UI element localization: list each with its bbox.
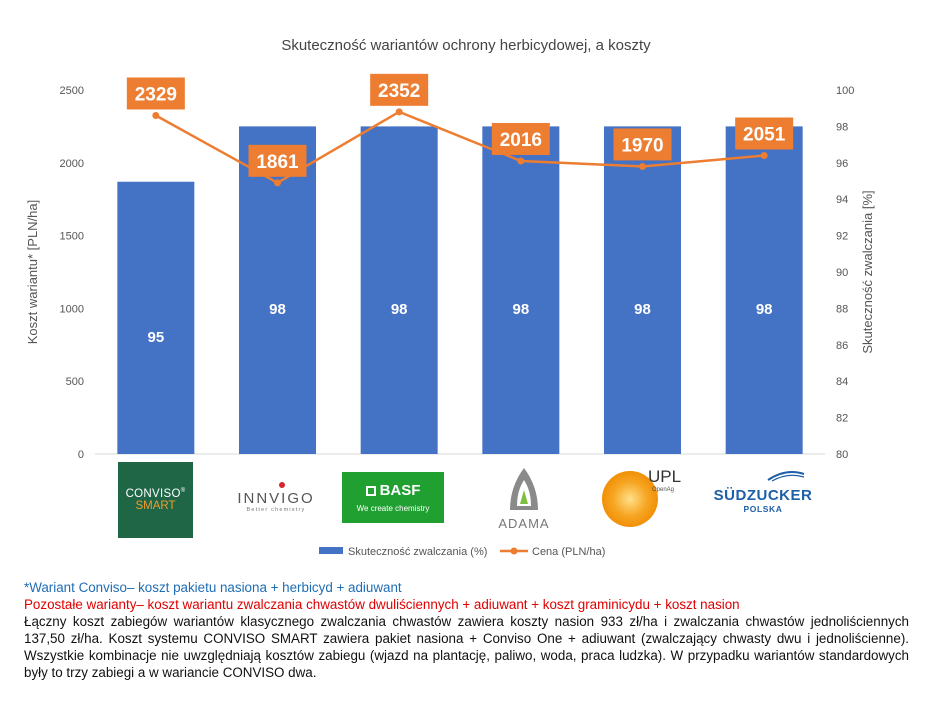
bar xyxy=(117,181,195,454)
y2-tick-label: 90 xyxy=(836,267,848,279)
basf-logo-sub: We create chemistry xyxy=(356,504,430,513)
y2-tick-label: 94 xyxy=(836,194,848,206)
price-label-box xyxy=(613,128,672,161)
note-other-variants: Pozostałe warianty– koszt wariantu zwalc… xyxy=(24,597,740,612)
bar-data-label: 98 xyxy=(634,301,651,318)
innvigo-logo-sub: Better chemistry xyxy=(246,506,306,513)
price-data-label: 2352 xyxy=(378,81,420,102)
y2-tick-label: 86 xyxy=(836,340,848,352)
adama-leaf-icon xyxy=(510,467,538,510)
bar xyxy=(604,126,681,455)
conviso-smart-logo: CONVISO® SMART xyxy=(118,462,193,538)
y2-tick-label: 80 xyxy=(836,449,848,461)
upl-sun-icon xyxy=(602,471,658,527)
price-point xyxy=(152,111,160,119)
legend: Skuteczność zwalczania (%) Cena (PLN/ha) xyxy=(319,546,605,558)
conviso-logo-line2: SMART xyxy=(135,500,176,512)
adama-logo: ADAMA xyxy=(490,462,558,534)
y2-tick-label: 88 xyxy=(836,303,848,315)
y-tick-label: 2000 xyxy=(60,158,84,170)
bar xyxy=(482,126,560,455)
price-data-label: 2051 xyxy=(743,125,786,146)
price-label-box xyxy=(370,73,429,106)
sudzucker-logo: SÜDZUCKER POLSKA xyxy=(708,470,818,520)
y2-tick-label: 98 xyxy=(836,121,848,133)
innvigo-logo: INNVIGO Better chemistry xyxy=(222,482,330,520)
conviso-logo-reg: ® xyxy=(180,488,186,495)
price-data-label: 1970 xyxy=(621,135,663,156)
upl-logo-sub: OpenAg xyxy=(652,487,675,493)
upl-logo: UPL OpenAg xyxy=(600,463,681,533)
price-label-box xyxy=(126,77,185,110)
price-point xyxy=(639,162,646,170)
bar-data-label: 98 xyxy=(512,301,529,318)
price-point xyxy=(517,157,525,165)
y-tick-label: 500 xyxy=(66,376,84,388)
bar xyxy=(725,126,803,455)
sudzucker-logo-sub: POLSKA xyxy=(743,503,783,514)
y2-tick-label: 84 xyxy=(836,376,848,388)
legend-bar-swatch xyxy=(319,547,343,554)
legend-line-label: Cena (PLN/ha) xyxy=(532,546,605,558)
legend-bar-label: Skuteczność zwalczania (%) xyxy=(348,546,487,558)
note-body: Łączny koszt zabiegów wariantów klasyczn… xyxy=(24,614,909,680)
chart-title: Skuteczność wariantów ochrony herbicydow… xyxy=(281,37,651,54)
price-data-label: 2329 xyxy=(135,84,177,105)
y-tick-label: 2500 xyxy=(60,85,84,97)
conviso-logo-line1: CONVISO xyxy=(125,488,181,500)
innvigo-dot-icon xyxy=(279,482,285,488)
price-label-box xyxy=(491,122,550,155)
sudzucker-logo-text: SÜDZUCKER xyxy=(713,486,813,504)
bar-data-label: 98 xyxy=(756,301,773,318)
basf-logo: BASF We create chemistry xyxy=(342,472,444,523)
price-data-label: 1861 xyxy=(256,152,299,173)
adama-logo-text: ADAMA xyxy=(498,515,550,531)
innvigo-logo-text: INNVIGO xyxy=(237,489,315,507)
y-tick-label: 0 xyxy=(78,449,84,461)
y2-tick-label: 92 xyxy=(836,231,848,243)
y-tick-label: 1500 xyxy=(60,231,84,243)
price-point xyxy=(395,108,403,116)
price-point xyxy=(274,179,281,187)
bar xyxy=(360,126,438,455)
y2-axis-title: Skuteczność zwalczania [%] xyxy=(860,190,875,353)
y-tick-label: 1000 xyxy=(60,303,84,315)
legend-line-marker xyxy=(510,547,518,555)
bar-data-label: 95 xyxy=(147,329,164,346)
price-label-box xyxy=(735,117,794,150)
price-label-box xyxy=(248,144,307,177)
chart: Skuteczność wariantów ochrony herbicydow… xyxy=(25,37,875,558)
y2-tick-label: 82 xyxy=(836,413,848,425)
price-data-label: 2016 xyxy=(500,130,542,151)
bar-data-label: 98 xyxy=(391,301,408,318)
y-axis-title: Koszt wariantu* [PLN/ha] xyxy=(25,200,40,345)
upl-logo-text: UPL xyxy=(648,467,682,486)
sudzucker-swoosh-icon xyxy=(767,471,805,482)
y2-tick-label: 100 xyxy=(836,85,854,97)
notes: *Wariant Conviso– koszt pakietu nasiona … xyxy=(24,579,909,681)
bar-data-label: 98 xyxy=(269,301,286,318)
note-conviso: *Wariant Conviso– koszt pakietu nasiona … xyxy=(24,580,402,595)
basf-square-icon xyxy=(365,485,376,496)
basf-logo-text: BASF xyxy=(379,482,421,499)
price-point xyxy=(760,152,768,160)
y2-tick-label: 96 xyxy=(836,158,848,170)
